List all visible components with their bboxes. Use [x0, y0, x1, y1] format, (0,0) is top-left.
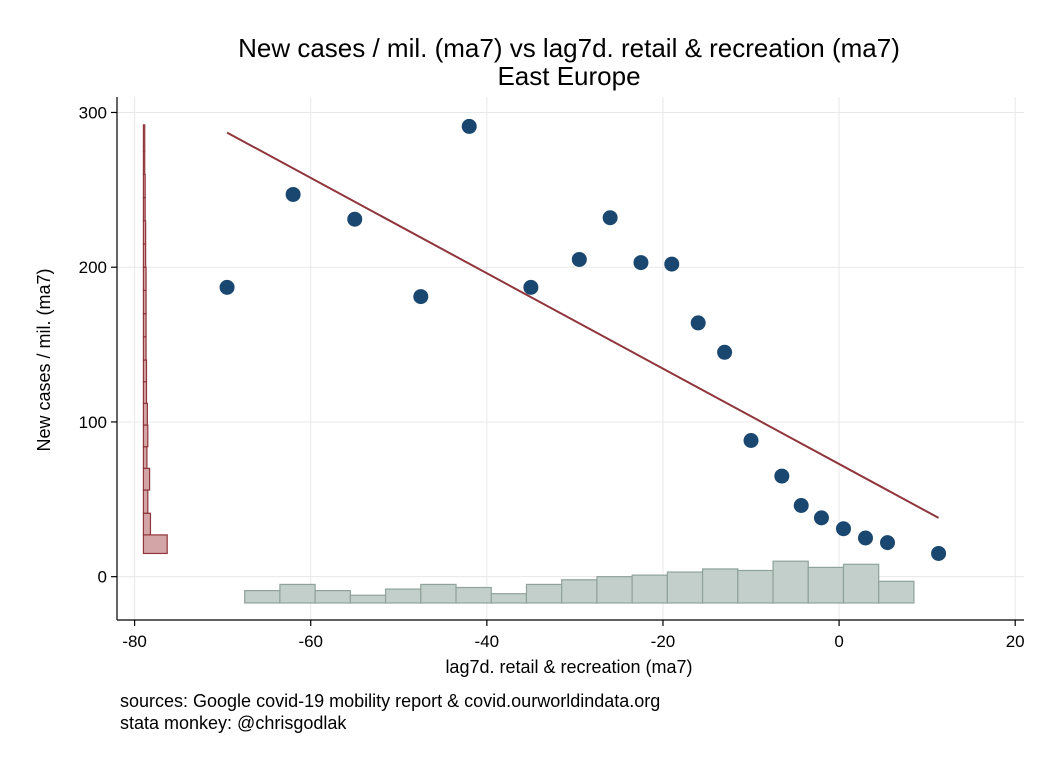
- data-point: [461, 118, 477, 134]
- y-histogram-bar: [142, 402, 148, 426]
- x-histogram-bar: [631, 574, 668, 604]
- data-point: [413, 289, 429, 305]
- x-histogram-bar: [525, 583, 563, 604]
- y-tick-label: 100: [79, 413, 107, 432]
- x-histogram-bar: [701, 568, 739, 604]
- data-point: [835, 521, 851, 537]
- y-histogram-bar: [142, 381, 148, 404]
- data-point: [690, 315, 706, 331]
- x-histogram-bar: [384, 588, 422, 604]
- data-point: [774, 468, 790, 484]
- y-histogram-bar: [142, 173, 146, 199]
- x-axis-label: lag7d. retail & recreation (ma7): [445, 657, 692, 677]
- y-histogram-bar: [142, 512, 152, 536]
- y-histogram-bar: [142, 424, 149, 448]
- x-tick-label: -60: [298, 632, 323, 651]
- y-histogram-bar: [142, 150, 146, 175]
- x-histogram-bar: [772, 560, 809, 604]
- data-point: [880, 535, 896, 551]
- data-point: [931, 545, 947, 561]
- fit-line: [226, 131, 940, 519]
- x-histogram-bar: [244, 590, 281, 604]
- y-histogram-bar: [142, 196, 146, 222]
- x-histogram-bar: [878, 580, 915, 604]
- data-point: [285, 186, 301, 202]
- chart-subtitle: East Europe: [497, 61, 640, 91]
- y-histogram-bar: [142, 313, 147, 338]
- y-tick-label: 300: [79, 103, 107, 122]
- y-histogram: [142, 124, 168, 555]
- data-point: [523, 279, 539, 295]
- y-histogram-bar: [142, 124, 146, 152]
- data-point: [793, 497, 809, 513]
- x-histogram-bar: [561, 579, 598, 604]
- x-histogram-bar: [807, 566, 845, 604]
- x-histogram-bar: [455, 586, 492, 604]
- grid-lines: [117, 97, 1024, 620]
- y-histogram-bar: [142, 446, 148, 469]
- data-point: [664, 256, 680, 272]
- y-histogram-bar: [142, 467, 151, 491]
- y-histogram-bar: [142, 534, 168, 555]
- data-point: [347, 211, 363, 227]
- y-histogram-bar: [142, 489, 149, 514]
- x-histogram-bar: [420, 583, 457, 604]
- data-point: [602, 210, 618, 226]
- y-histogram-bar: [142, 243, 147, 268]
- source-note: sources: Google covid-19 mobility report…: [120, 691, 661, 711]
- data-points: [219, 118, 947, 561]
- data-point: [857, 530, 873, 546]
- x-tick-label: -80: [122, 632, 147, 651]
- y-tick-label: 200: [79, 258, 107, 277]
- data-point: [219, 279, 235, 295]
- x-histogram-bar: [349, 594, 387, 604]
- x-tick-label: 0: [834, 632, 843, 651]
- x-tick-label: 20: [1006, 632, 1025, 651]
- fit-line-group: [226, 131, 940, 519]
- x-tick-label: -20: [651, 632, 676, 651]
- y-histogram-bar: [142, 336, 147, 361]
- data-point: [743, 433, 759, 449]
- chart-title: New cases / mil. (ma7) vs lag7d. retail …: [238, 33, 900, 63]
- data-point: [813, 510, 829, 526]
- y-histogram-bar: [142, 220, 147, 245]
- x-histogram-bar: [666, 571, 704, 604]
- axes: [111, 97, 1024, 626]
- y-histogram-bar: [142, 266, 147, 292]
- data-point: [717, 344, 733, 360]
- x-histogram-bar: [737, 569, 774, 604]
- x-histogram-bar: [279, 583, 316, 604]
- y-histogram-bar: [142, 289, 147, 315]
- x-histogram-bar: [490, 593, 528, 604]
- author-note: stata monkey: @chrisgodlak: [120, 713, 347, 733]
- y-axis-label: New cases / mil. (ma7): [34, 268, 54, 451]
- x-histogram-bar: [314, 590, 351, 604]
- y-tick-label: 0: [98, 568, 107, 587]
- data-point: [633, 255, 649, 271]
- data-point: [571, 251, 587, 267]
- x-histogram: [244, 560, 915, 604]
- x-tick-label: -40: [475, 632, 500, 651]
- x-histogram-bar: [842, 563, 880, 604]
- y-histogram-bar: [142, 359, 148, 383]
- x-histogram-bar: [596, 576, 633, 604]
